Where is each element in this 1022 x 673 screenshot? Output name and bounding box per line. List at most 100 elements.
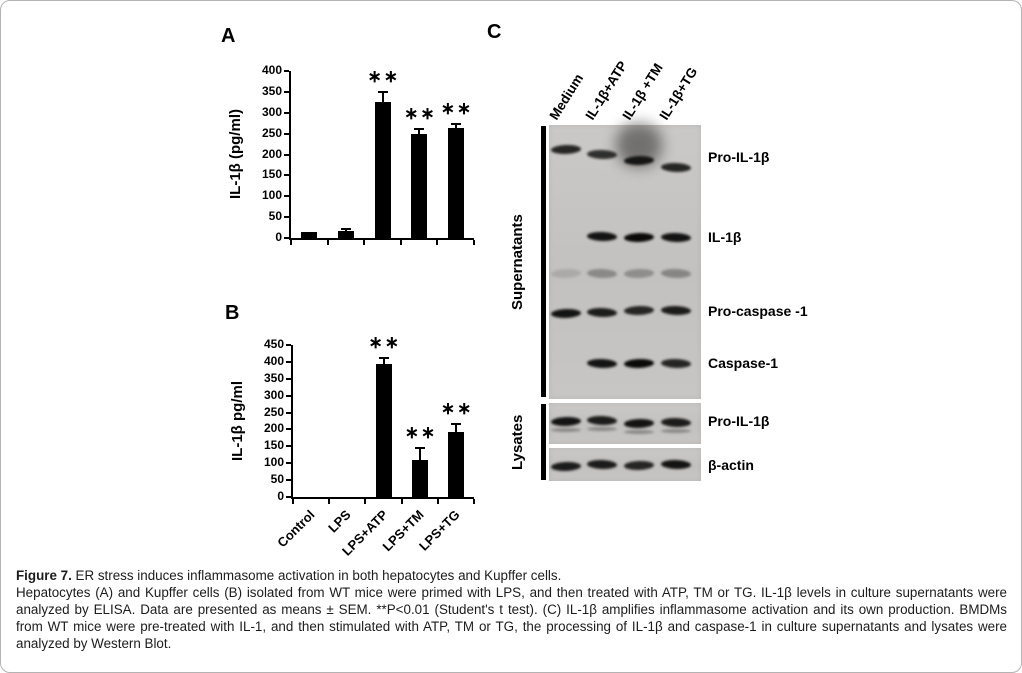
error-bar-A-LPS+ATP [381,92,384,106]
y-tick-label-B-0: 0 [277,489,284,503]
y-tickmark-A [284,174,289,177]
panel-a-label: A [221,25,236,47]
x-tickmark-B [292,499,294,504]
x-tickmark-B [473,499,475,504]
error-cap-B-LPS+TG [450,423,461,425]
y-tick-label-A-400: 400 [261,63,282,77]
y-tick-label-B-350: 350 [263,370,284,385]
y-tickmark-A [284,90,289,93]
y-tick-label-B-200: 200 [263,421,284,436]
y-tick-label-B-250: 250 [263,404,284,419]
y-tick-label-A-200: 200 [261,146,282,161]
bar-A-LPS+TM [411,134,428,238]
band-label-Caspase-1: Caspase-1 [708,355,779,372]
x-axis-A [289,238,474,240]
bar-B-LPS+ATP [375,364,392,497]
x-tickmark-B [328,499,331,504]
y-tick-label-A-300: 300 [261,104,282,119]
bar-A-LPS+TG [447,128,464,238]
y-tickmark-B [286,360,291,363]
y-tick-label-A-150: 150 [261,167,282,182]
y-tickmark-A [284,216,289,219]
panel-c-label: C [487,21,502,43]
significance-B-LPS+ATP: ∗∗ [368,333,401,352]
bar-B-LPS+TG [447,432,464,497]
error-cap-A-LPS+TM [414,128,425,130]
band-label-Pro-IL-1β: Pro-IL-1β [708,148,770,165]
y-tick-label-B-100: 100 [263,455,284,470]
y-tickmark-A [284,111,289,114]
y-tickmark-A [284,70,289,72]
x-tickmark-A [326,240,329,245]
panel-b-label: B [225,302,240,324]
y-tickmark-B [286,445,291,448]
supernatants-bracket [541,126,546,397]
y-tick-label-B-50: 50 [270,472,284,487]
y-tick-label-A-250: 250 [261,125,282,140]
band-label-Pro-caspase -1: Pro-caspase -1 [708,303,808,320]
band-label-Pro-IL-1β: Pro-IL-1β [708,413,770,430]
significance-A-LPS+TM: ∗∗ [404,104,437,123]
y-tickmark-B [286,496,291,498]
y-tick-label-B-400: 400 [263,353,284,368]
significance-A-LPS+TG: ∗∗ [440,99,474,118]
figure-caption: Figure 7. ER stress induces inflammasome… [16,567,1007,652]
supernatants-label: Supernatants [509,214,526,310]
lysates-label: Lysates [509,414,526,470]
y-tickmark-B [286,428,291,431]
y-tickmark-A [284,237,289,239]
caption-title-text: ER stress induces inflammasome activatio… [71,568,562,583]
error-bar-A-LPS+TG [454,124,457,132]
error-bar-A-LPS [344,229,347,235]
caption-figure-number: Figure 7. [16,568,72,583]
band-doublet-lane4 [661,429,692,434]
y-tickmark-B [286,462,291,465]
x-tickmark-B [436,499,439,504]
bar-A-Control [301,232,318,238]
error-bar-B-LPS+TM [418,448,421,464]
y-tickmark-B [286,394,291,397]
error-cap-A-LPS+ATP [377,91,388,93]
caption-body: Hepatocytes (A) and Kupffer cells (B) is… [16,585,1007,651]
significance-B-LPS+TG: ∗∗ [440,399,474,418]
y-tickmark-A [284,195,289,198]
smear-lane3 [615,122,662,167]
panel-b-y-axis-title: IL-1β pg/ml [229,381,246,461]
y-axis-A [289,71,291,240]
x-tickmark-A [399,240,402,245]
y-tickmark-B [286,411,291,414]
error-cap-A-LPS+TG [450,123,461,125]
y-tick-label-B-300: 300 [263,387,284,402]
band-label-β-actin: β-actin [708,457,754,474]
band-doublet-lane1 [551,428,582,433]
x-tickmark-A [363,240,366,245]
error-cap-A-LPS [340,228,351,230]
error-bar-B-LPS+TG [454,424,457,436]
y-tick-label-A-50: 50 [268,209,282,224]
x-axis-B [291,497,474,499]
caption-title-line: Figure 7. ER stress induces inflammasome… [16,567,1007,584]
lysates-bracket [541,404,546,480]
x-tickmark-A [473,240,475,245]
error-bar-B-LPS+ATP [382,358,385,368]
y-tickmark-B [286,479,291,482]
y-tickmark-B [286,377,291,380]
error-bar-A-LPS+TM [418,129,421,138]
y-tickmark-A [284,153,289,156]
y-tick-label-A-0: 0 [275,230,282,244]
error-cap-B-LPS+ATP [378,357,389,359]
bar-A-LPS+ATP [374,102,391,238]
bar-B-LPS+TM [411,460,428,497]
y-tick-label-B-150: 150 [263,438,284,453]
x-tickmark-B [364,499,367,504]
y-tick-label-A-350: 350 [261,83,282,98]
y-tickmark-A [284,132,289,135]
band-label-IL-1β: IL-1β [708,229,742,246]
band-doublet-lane2 [587,427,618,432]
lane-label-1: Medium [546,71,587,123]
significance-A-LPS+ATP: ∗∗ [367,67,400,86]
significance-B-LPS+TM: ∗∗ [404,423,438,442]
x-tickmark-A [290,240,292,245]
y-axis-B [291,345,293,499]
